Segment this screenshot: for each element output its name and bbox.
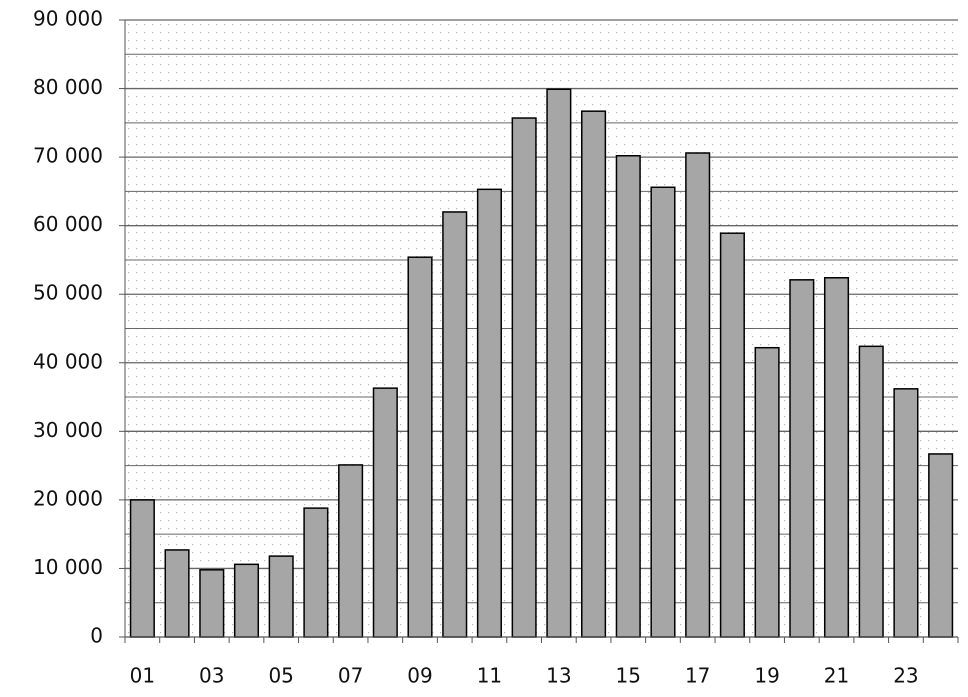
y-tick-label: 20 000 — [33, 486, 103, 510]
bar — [511, 117, 537, 638]
bar — [338, 464, 364, 638]
y-tick-label: 60 000 — [33, 212, 103, 236]
y-tick-label: 80 000 — [33, 75, 103, 99]
x-tick-label: 09 — [407, 664, 432, 688]
x-tick-label: 01 — [130, 664, 155, 688]
y-tick-label: 0 — [90, 624, 103, 648]
x-tick-label: 05 — [268, 664, 293, 688]
x-tick-label: 19 — [754, 664, 779, 688]
bar — [268, 555, 294, 638]
bar — [685, 152, 711, 638]
bar — [546, 88, 572, 638]
x-tick-label: 07 — [338, 664, 363, 688]
bar — [129, 499, 155, 638]
bar — [650, 186, 676, 638]
y-tick-label: 70 000 — [33, 144, 103, 168]
x-tick-label: 13 — [546, 664, 571, 688]
y-tick-label: 10 000 — [33, 555, 103, 579]
bar — [372, 387, 398, 638]
bar — [442, 211, 468, 638]
bar — [615, 154, 641, 638]
bar — [199, 569, 225, 638]
bar — [233, 563, 260, 638]
x-tick-label: 21 — [824, 664, 849, 688]
bar — [893, 388, 919, 638]
bar — [858, 345, 884, 638]
bar — [581, 110, 607, 638]
x-tick-label: 03 — [199, 664, 224, 688]
x-tick-label: 11 — [477, 664, 502, 688]
bar — [164, 549, 190, 638]
x-tick-label: 15 — [616, 664, 641, 688]
y-tick-label: 30 000 — [33, 418, 103, 442]
bar — [719, 232, 745, 638]
y-tick-label: 50 000 — [33, 281, 103, 305]
bar — [928, 453, 954, 638]
x-tick-label: 17 — [685, 664, 710, 688]
x-tick-label: 23 — [893, 664, 918, 688]
bar — [476, 188, 502, 638]
bar — [407, 256, 433, 638]
bar — [303, 507, 329, 638]
bar — [789, 279, 815, 638]
bar — [754, 346, 780, 638]
bar — [823, 277, 850, 638]
y-tick-label: 90 000 — [33, 7, 103, 31]
y-tick-label: 40 000 — [33, 349, 103, 373]
